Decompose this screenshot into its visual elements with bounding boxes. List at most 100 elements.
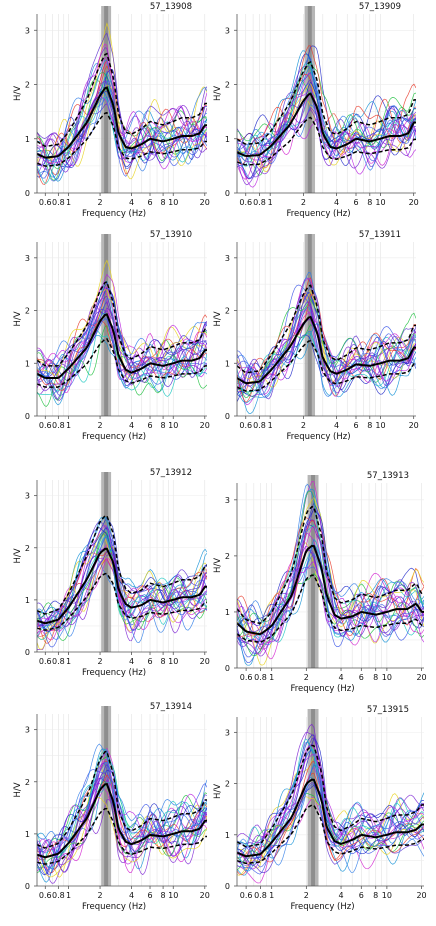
x-axis-label: Frequency (Hz) [286,432,350,442]
x-tick-label: 10 [382,891,392,900]
statistics-curves [37,52,207,167]
window-curve [237,737,424,866]
x-tick-label: 8 [373,673,378,682]
chart-title: 57_13912 [150,468,192,478]
x-tick-label: 1 [66,891,71,900]
window-curve [37,65,207,185]
window-curve [37,783,207,873]
window-curve [237,108,416,186]
mean-curve [237,778,424,858]
window-curve [37,57,207,162]
plus-std-curve [37,750,207,849]
plus-std-curve [37,280,207,367]
window-curve [37,59,207,162]
x-tick-label: 6 [359,673,364,682]
window-curve [237,72,416,162]
y-axis-label: H/V [213,311,223,326]
window-curve [37,769,207,876]
x-tick-label: 8 [373,891,378,900]
x-tick-label: 10 [168,421,178,430]
window-curve [37,318,207,396]
x-tick-label: 4 [129,891,134,900]
y-tick-label: 2 [25,81,30,90]
peak-frequency-core [104,234,109,416]
x-tick-label: 2 [98,657,103,666]
y-tick-label: 0 [225,189,230,198]
y-axis-label: H/V [13,86,23,101]
x-tick-label: 20 [200,657,210,666]
x-tick-label: 8 [161,198,166,207]
y-tick-label: 1 [25,596,30,605]
window-curve [37,763,207,853]
x-tick-label: 0.6 [240,673,253,682]
x-tick-label: 1 [66,657,71,666]
statistics-curves [37,750,207,865]
window-curve [37,317,207,389]
x-tick-label: 0.6 [39,421,52,430]
x-tick-label: 10 [168,198,178,207]
x-tick-label: 20 [409,421,419,430]
window-curve [237,764,424,873]
plus-std-curve [37,52,207,148]
window-curve [37,47,207,156]
x-axis-label: Frequency (Hz) [290,684,354,694]
x-tick-label: 6 [147,657,152,666]
window-curves [37,259,207,407]
x-tick-label: 4 [338,673,343,682]
window-curve [237,294,416,389]
y-tick-label: 2 [25,307,30,316]
x-tick-label: 4 [334,421,339,430]
mean-curve [237,92,416,158]
y-tick-label: 3 [225,728,230,737]
x-tick-label: 4 [338,891,343,900]
window-curves [237,45,416,188]
y-tick-label: 3 [25,26,30,35]
window-curve [237,94,416,178]
window-curve [37,97,207,184]
window-curve [37,95,207,170]
x-axis-label: Frequency (Hz) [290,902,354,912]
y-tick-label: 2 [25,778,30,787]
y-tick-label: 3 [25,726,30,735]
y-tick-label: 0 [25,648,30,657]
x-tick-label: 4 [129,421,134,430]
chart-title: 57_13908 [150,2,192,12]
window-curve [37,301,207,392]
window-curve [237,792,424,871]
x-tick-label: 0.6 [240,891,253,900]
minus-std-curve [237,339,416,392]
window-curves [237,481,424,666]
window-curve [37,758,207,864]
x-tick-label: 20 [416,891,426,900]
y-tick-label: 2 [225,81,230,90]
x-tick-label: 0.8 [254,891,267,900]
x-tick-label: 20 [409,198,419,207]
x-tick-label: 2 [304,891,309,900]
chart-title: 57_13910 [150,230,192,240]
mean-curve [37,86,207,159]
x-tick-label: 4 [129,198,134,207]
window-curve [37,557,207,635]
x-tick-label: 1 [268,198,273,207]
plus-std-curve [237,744,424,848]
y-tick-label: 1 [25,135,30,144]
window-curve [37,781,207,874]
window-curve [237,285,416,381]
x-axis-label: Frequency (Hz) [82,432,146,442]
window-curve [37,547,207,628]
window-curve [237,323,416,414]
plus-std-curve [37,515,207,615]
window-curve [37,776,207,866]
window-curve [37,525,207,627]
minus-std-curve [237,574,424,644]
x-tick-label: 0.6 [239,198,252,207]
y-tick-label: 0 [25,412,30,421]
minus-std-curve [237,116,416,166]
x-tick-label: 2 [301,421,306,430]
y-tick-label: 3 [25,492,30,501]
mean-curve [237,315,416,385]
y-tick-label: 2 [225,780,230,789]
